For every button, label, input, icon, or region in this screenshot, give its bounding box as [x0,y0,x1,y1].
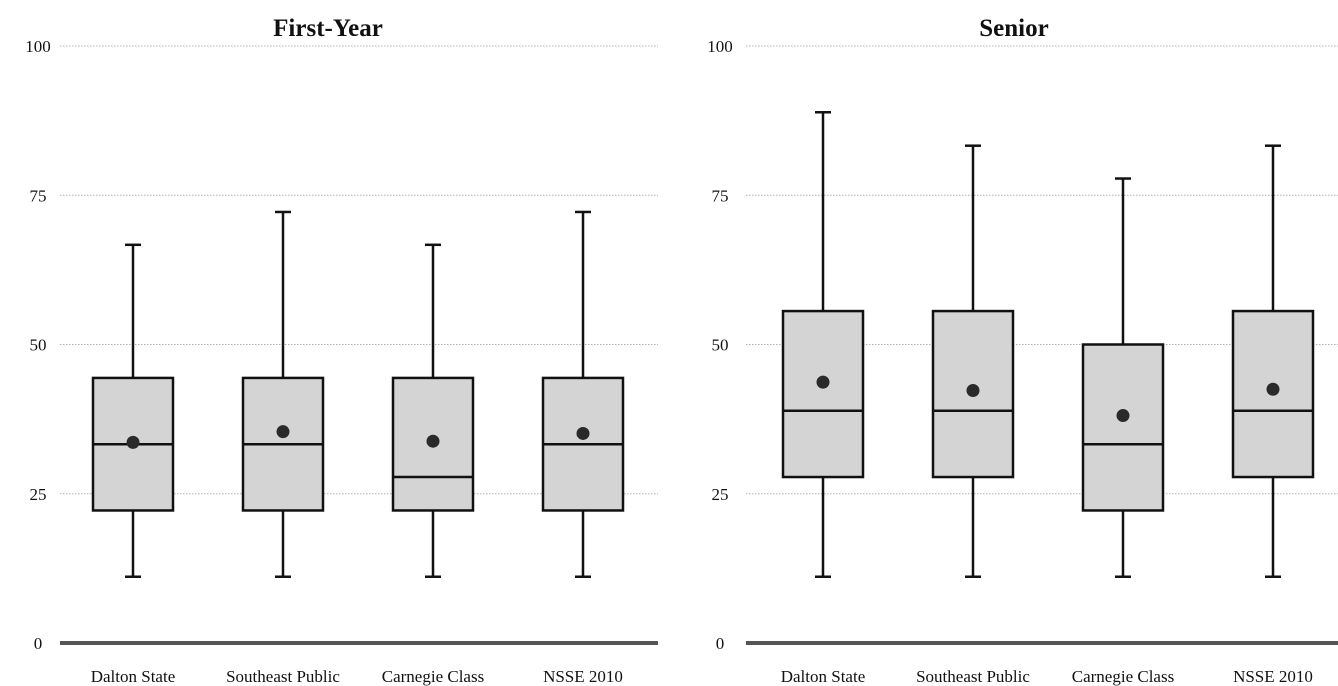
x-category-label-dalton-state: Dalton State [91,667,176,686]
x-category-label-carnegie-class: Carnegie Class [382,667,484,686]
first-year-carnegie-class-mean-dot [426,434,440,448]
senior-carnegie-class-box [1081,343,1165,512]
y-tick-label-25: 25 [712,485,729,504]
y-tick-label-75: 75 [30,186,47,205]
senior-nsse-2010-mean-dot [1266,382,1280,396]
x-category-label-dalton-state: Dalton State [781,667,866,686]
x-category-label-southeast-public: Southeast Public [916,667,1030,686]
y-tick-label-50: 50 [30,336,47,355]
x-category-label-nsse-2010: NSSE 2010 [543,667,623,686]
y-tick-label-0: 0 [34,634,43,653]
senior-dalton-state-mean-dot [816,375,830,389]
senior-dalton-state-box [781,309,865,479]
first-year-dalton-state-mean-dot [126,435,140,449]
y-tick-label-50: 50 [712,336,729,355]
y-tick-label-100: 100 [25,37,51,56]
y-tick-label-75: 75 [712,186,729,205]
first-year-carnegie-class-box [391,376,475,512]
x-category-label-southeast-public: Southeast Public [226,667,340,686]
y-tick-label-0: 0 [716,634,725,653]
chart-title-first-year: First-Year [273,15,383,42]
first-year-southeast-public-mean-dot [276,425,290,439]
x-category-label-nsse-2010: NSSE 2010 [1233,667,1313,686]
first-year-nsse-2010-mean-dot [576,426,590,440]
senior-carnegie-class-mean-dot [1116,409,1130,423]
y-tick-label-100: 100 [707,37,733,56]
x-category-label-carnegie-class: Carnegie Class [1072,667,1174,686]
y-tick-label-25: 25 [30,485,47,504]
chart-title-senior: Senior [979,15,1048,42]
senior-southeast-public-mean-dot [966,383,980,397]
